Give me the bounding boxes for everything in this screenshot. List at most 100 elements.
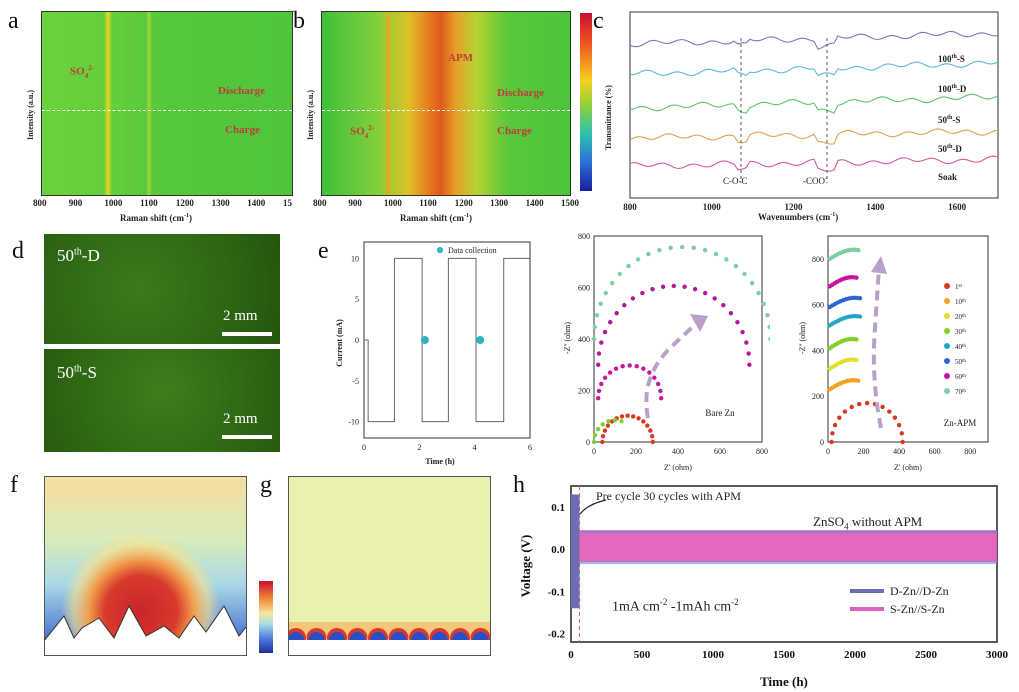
- panel-letter-e: e: [318, 238, 329, 264]
- zn-apm-label: Zn-APM: [944, 418, 977, 428]
- ylabel-eis2: -Z'' (ohm): [798, 322, 807, 354]
- h-ytick: -0.1: [548, 586, 565, 598]
- eis-point-2: [652, 375, 657, 380]
- eis-point-1: [592, 433, 598, 438]
- xlabel-c-text: Wavenumbers (cm: [758, 212, 831, 222]
- legend-marker-7: [944, 388, 950, 394]
- cond-sup2: -2: [731, 597, 739, 607]
- xtick: 15: [283, 198, 292, 208]
- eis-point-0: [650, 439, 655, 445]
- ftir-xtick: 1400: [866, 202, 885, 212]
- eis-point-4: [598, 301, 603, 307]
- eis-ytick: 0: [586, 438, 590, 447]
- eis-point-0: [880, 404, 885, 410]
- h-xtick: 0: [568, 649, 574, 661]
- data-collection-point-1: [476, 336, 485, 344]
- ftir-label-3: 50th-D: [938, 144, 962, 154]
- ftir-xtick: 800: [623, 202, 637, 212]
- micrograph-50th-d: 50th-D 2 mm: [44, 234, 280, 344]
- so4-sup-a: 2-: [88, 64, 95, 72]
- eis-point-0: [899, 431, 904, 436]
- micro-s-num: 50: [57, 363, 74, 382]
- ftir-series-1: [630, 60, 999, 77]
- xlabel-e: Time (h): [425, 457, 455, 466]
- xtick: 1400: [247, 198, 266, 208]
- xlabel-b-sup: -1: [464, 213, 469, 219]
- eis-point-3: [599, 340, 604, 345]
- ftir-xtick: 1000: [703, 202, 722, 212]
- eis-point-2: [655, 381, 661, 387]
- eis-point-0: [856, 401, 862, 407]
- legend-marker-6: [944, 373, 950, 379]
- xtick: 900: [348, 198, 362, 208]
- xtick: 1100: [140, 198, 158, 208]
- ftir-series-4: [629, 155, 999, 172]
- eis-point-0: [887, 409, 892, 414]
- eis-xtick: 600: [929, 447, 941, 456]
- xtick: 1200: [454, 198, 473, 208]
- micro-s-tail: -S: [81, 363, 97, 382]
- eis-point-2: [647, 370, 652, 375]
- eis-point-1: [600, 422, 605, 427]
- eis-apm-point-0: [856, 378, 861, 383]
- xtick: 1100: [419, 198, 437, 208]
- e-ytick: 0: [355, 336, 359, 345]
- h-xtick: 1500: [773, 649, 796, 661]
- legend-label-7: 70th: [955, 388, 966, 396]
- xlabel-c-tail: ): [835, 212, 839, 222]
- micro-d-sup: th: [74, 246, 82, 258]
- eis-point-3: [740, 329, 745, 335]
- so4-label-a: SO: [70, 65, 85, 78]
- eis-ytick: 200: [812, 392, 824, 401]
- eis-point-4: [591, 336, 597, 342]
- coo-text: -COO: [803, 176, 825, 186]
- eis-point-3: [692, 286, 698, 292]
- ftir-chart: 800 1000 1200 1400 1600: [623, 11, 999, 212]
- eis-point-4: [635, 257, 641, 262]
- eis-point-0: [631, 414, 636, 419]
- ftir-label-4: Soak: [938, 172, 958, 182]
- znso4-tail: without APM: [848, 514, 923, 529]
- xlabel-eis2: Z' (ohm): [894, 463, 922, 472]
- eis-ytick: 0: [820, 438, 824, 447]
- xlabel-eis1: Z' (ohm): [664, 463, 692, 472]
- eis-xtick: 800: [756, 447, 768, 456]
- eis-ytick: 400: [578, 335, 590, 344]
- dzn-band-bottom: [579, 561, 997, 565]
- legend-label-0: 1st: [955, 283, 962, 291]
- eis-bare-chart: 0 200 400 600 800 0 200 400 600 800 Bare Zn Z' (o…: [563, 232, 770, 472]
- eis-point-4: [713, 251, 719, 257]
- eis-point-0: [842, 409, 848, 414]
- eis-xtick: 0: [826, 447, 830, 456]
- eis-point-4: [626, 263, 631, 269]
- e-ytick: 5: [355, 295, 359, 304]
- eis-ytick: 600: [578, 284, 590, 293]
- eis-point-2: [596, 388, 602, 394]
- scale-bar-bottom: [222, 435, 272, 439]
- eis-point-3: [650, 286, 655, 292]
- xtick: 800: [313, 198, 327, 208]
- eis-point-3: [712, 296, 717, 301]
- cond-sup1: -2: [659, 597, 668, 607]
- eis-point-4: [594, 313, 600, 318]
- eis-point-0: [619, 414, 625, 419]
- legend-swatch-dzn: [850, 589, 884, 593]
- e-xtick: 2: [417, 443, 421, 452]
- h-xtick: 500: [634, 649, 651, 661]
- legend-h-item-szn: S-Zn//S-Zn: [850, 600, 949, 618]
- eis-point-3: [622, 303, 627, 308]
- xtick: 800: [33, 198, 47, 208]
- discharge-label-a: Discharge: [218, 85, 266, 97]
- trend-arrowhead-apm: [871, 256, 887, 274]
- eis-point-4: [733, 263, 739, 269]
- h-xtick: 2000: [844, 649, 867, 661]
- eis-point-3: [660, 284, 666, 289]
- e-ytick: -10: [348, 418, 359, 427]
- eis-point-2: [620, 364, 625, 369]
- xtick: 900: [68, 198, 83, 208]
- ylabel-eis1: -Z'' (ohm): [563, 322, 572, 354]
- eis-point-3: [735, 319, 740, 325]
- simulation-g: [288, 476, 491, 656]
- ylabel-a: Intensity (a.u.): [26, 89, 35, 140]
- ftir-label-1: 100th-D: [938, 84, 967, 94]
